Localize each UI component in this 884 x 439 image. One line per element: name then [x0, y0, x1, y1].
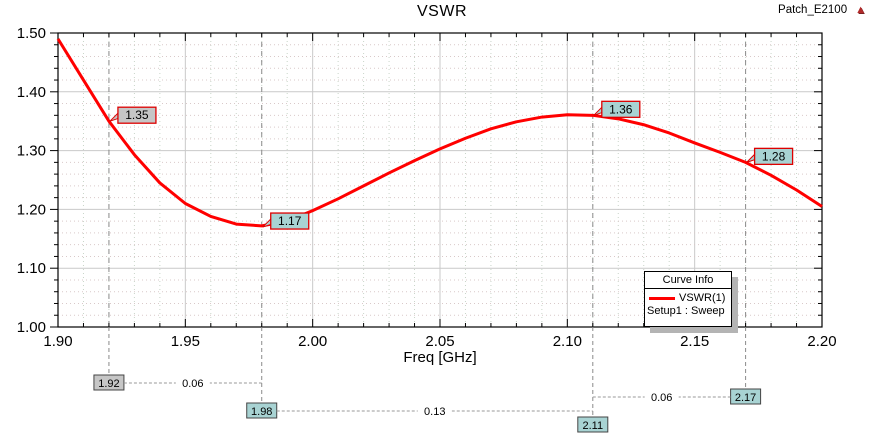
marker-value: 1.17 [278, 214, 302, 228]
marker-value-box[interactable] [601, 100, 641, 118]
marker-freq: 2.17 [735, 392, 756, 404]
series-label: VSWR(1) [679, 292, 726, 304]
marker-value: 1.36 [609, 102, 633, 116]
distance-value: 0.06 [182, 378, 203, 390]
marker-value-box[interactable] [753, 147, 794, 166]
distance-label-bg [644, 390, 679, 403]
x-tick-label: 2.10 [553, 333, 582, 350]
project-name: Patch_E2100 [778, 4, 848, 16]
marker-value-box[interactable] [117, 106, 157, 124]
y-tick-label: 1.00 [17, 319, 46, 336]
y-tick-label: 1.40 [17, 84, 46, 101]
marker-freq-box[interactable] [577, 416, 609, 433]
x-tick-label: 1.90 [43, 333, 72, 350]
x-tick-label: 2.15 [680, 333, 709, 350]
y-tick-label: 1.30 [17, 143, 46, 160]
marker-value: 1.28 [762, 149, 786, 163]
distance-value: 0.06 [651, 392, 672, 404]
distance-value: 0.13 [424, 406, 445, 418]
sweep-label: Setup1 : Sweep [647, 305, 725, 317]
legend-title: Curve Info [645, 272, 731, 289]
y-tick-label: 1.10 [17, 260, 46, 277]
x-tick-label: 2.00 [298, 333, 327, 350]
project-label-group: Patch_E2100 ▲ [778, 4, 866, 16]
distance-label-bg [175, 376, 210, 389]
series-color-swatch [649, 296, 675, 300]
marker-freq: 1.98 [251, 406, 272, 418]
marker-value-box[interactable] [270, 212, 310, 230]
marker-value: 1.35 [125, 108, 149, 122]
x-tick-label: 2.20 [807, 333, 836, 350]
x-tick-label: 1.95 [171, 333, 200, 350]
y-tick-label: 1.50 [17, 25, 46, 42]
distance-label-bg [417, 404, 452, 417]
x-tick-label: 2.05 [425, 333, 454, 350]
x-axis-title: Freq [GHz] [403, 349, 476, 366]
ansoft-logo-icon: ▲ [855, 3, 866, 16]
vswr-curve[interactable] [56, 38, 823, 228]
marker-freq: 2.11 [583, 420, 604, 432]
chart-title: VSWR [417, 3, 467, 20]
curve-info-legend[interactable]: Curve Info VSWR(1) Setup1 : Sweep [644, 271, 732, 327]
marker-freq: 1.92 [98, 378, 119, 390]
y-tick-label: 1.20 [17, 201, 46, 218]
